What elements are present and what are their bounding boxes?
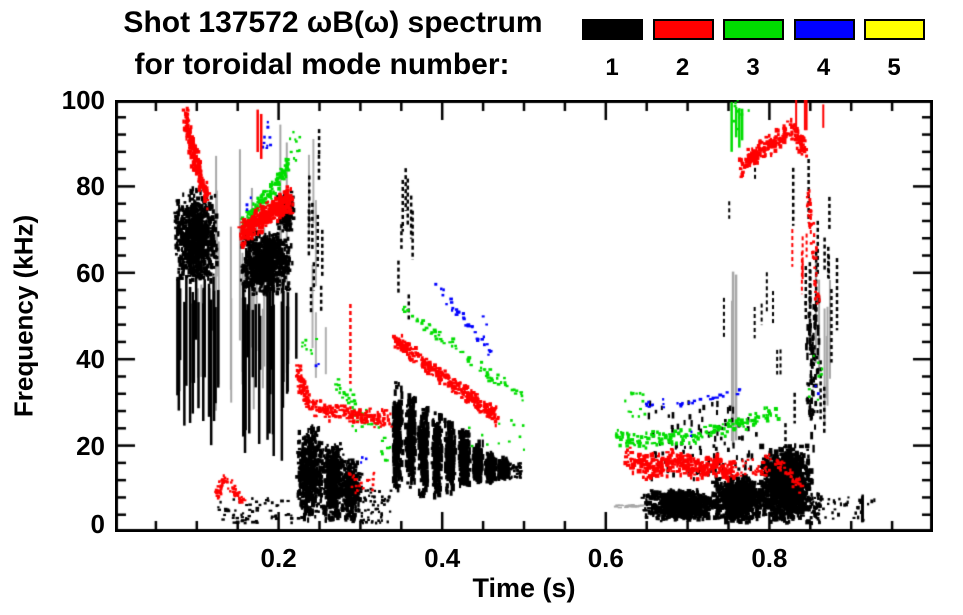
x-tick-label-0.4: 0.4 xyxy=(424,543,461,573)
y-tick-label-0: 0 xyxy=(90,509,105,539)
legend-mode-label-4: 4 xyxy=(816,54,831,81)
legend-swatch-3 xyxy=(723,19,784,40)
legend-mode-label-3: 3 xyxy=(746,54,760,81)
page-title: Shot 137572 ωB(ω) spectrum xyxy=(123,6,543,39)
x-tick-label-0.6: 0.6 xyxy=(587,543,624,573)
y-tick-label-40: 40 xyxy=(76,344,105,375)
x-tick-label-0.8: 0.8 xyxy=(751,543,788,573)
x-tick-label-0.2: 0.2 xyxy=(260,543,297,573)
legend-mode-label-1: 1 xyxy=(605,54,619,81)
legend-swatch-2 xyxy=(652,19,714,40)
x-axis-title: Time (s) xyxy=(472,573,576,603)
y-axis-title: Frequency (kHz) xyxy=(8,214,39,418)
spectrogram-plot-canvas xyxy=(115,100,933,532)
legend-swatch-5 xyxy=(864,19,925,40)
legend-swatch-4 xyxy=(793,19,855,40)
legend-swatch-1 xyxy=(582,19,643,40)
y-tick-label-80: 80 xyxy=(76,171,105,202)
legend-mode-label-2: 2 xyxy=(675,54,690,81)
title-subtitle: for toroidal mode number: xyxy=(134,48,510,81)
y-tick-label-100: 100 xyxy=(61,85,105,115)
y-tick-label-60: 60 xyxy=(76,257,105,288)
legend-mode-label-5: 5 xyxy=(887,54,901,81)
y-tick-label-20: 20 xyxy=(76,430,105,461)
